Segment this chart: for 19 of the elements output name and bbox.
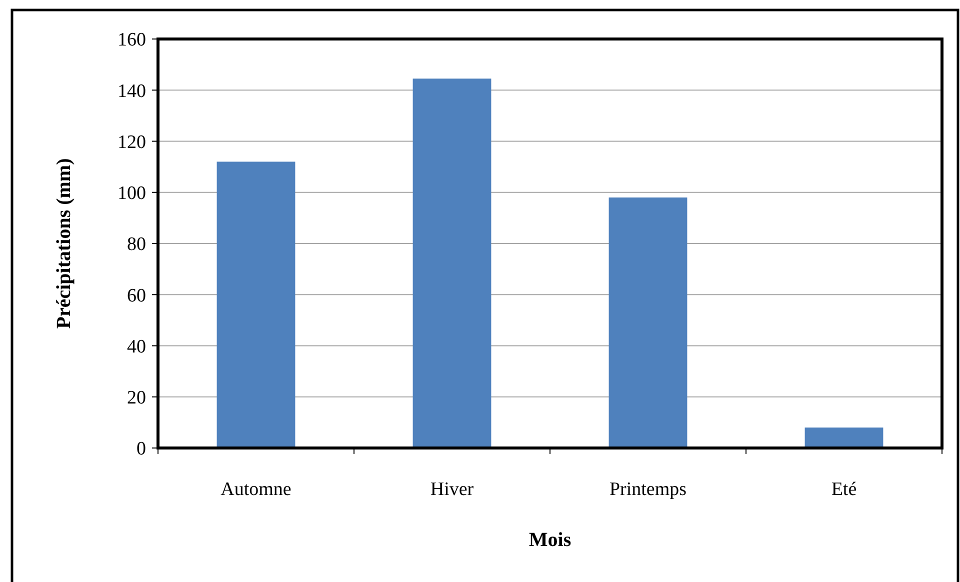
x-tick-label: Printemps [609, 479, 687, 500]
x-tick-label: Automne [220, 479, 292, 500]
x-tick-label: Hiver [430, 479, 474, 500]
y-tick-label: 60 [127, 285, 146, 306]
y-tick-label: 160 [118, 30, 146, 51]
x-axis-title: Mois [528, 529, 572, 551]
y-tick-label: 80 [127, 234, 146, 256]
y-tick-label: 100 [118, 183, 146, 204]
y-axis-title: Précipitations (mm) [53, 158, 75, 329]
y-tick-label: 40 [127, 336, 146, 358]
y-tick-label: 20 [127, 388, 146, 409]
bar [216, 162, 296, 448]
bar [608, 197, 688, 448]
y-tick-label: 0 [136, 438, 146, 460]
x-tick-label: Eté [831, 479, 857, 500]
bar [804, 428, 884, 448]
y-tick-label: 120 [118, 132, 146, 153]
y-tick-label: 140 [118, 80, 146, 102]
bar [412, 78, 492, 448]
